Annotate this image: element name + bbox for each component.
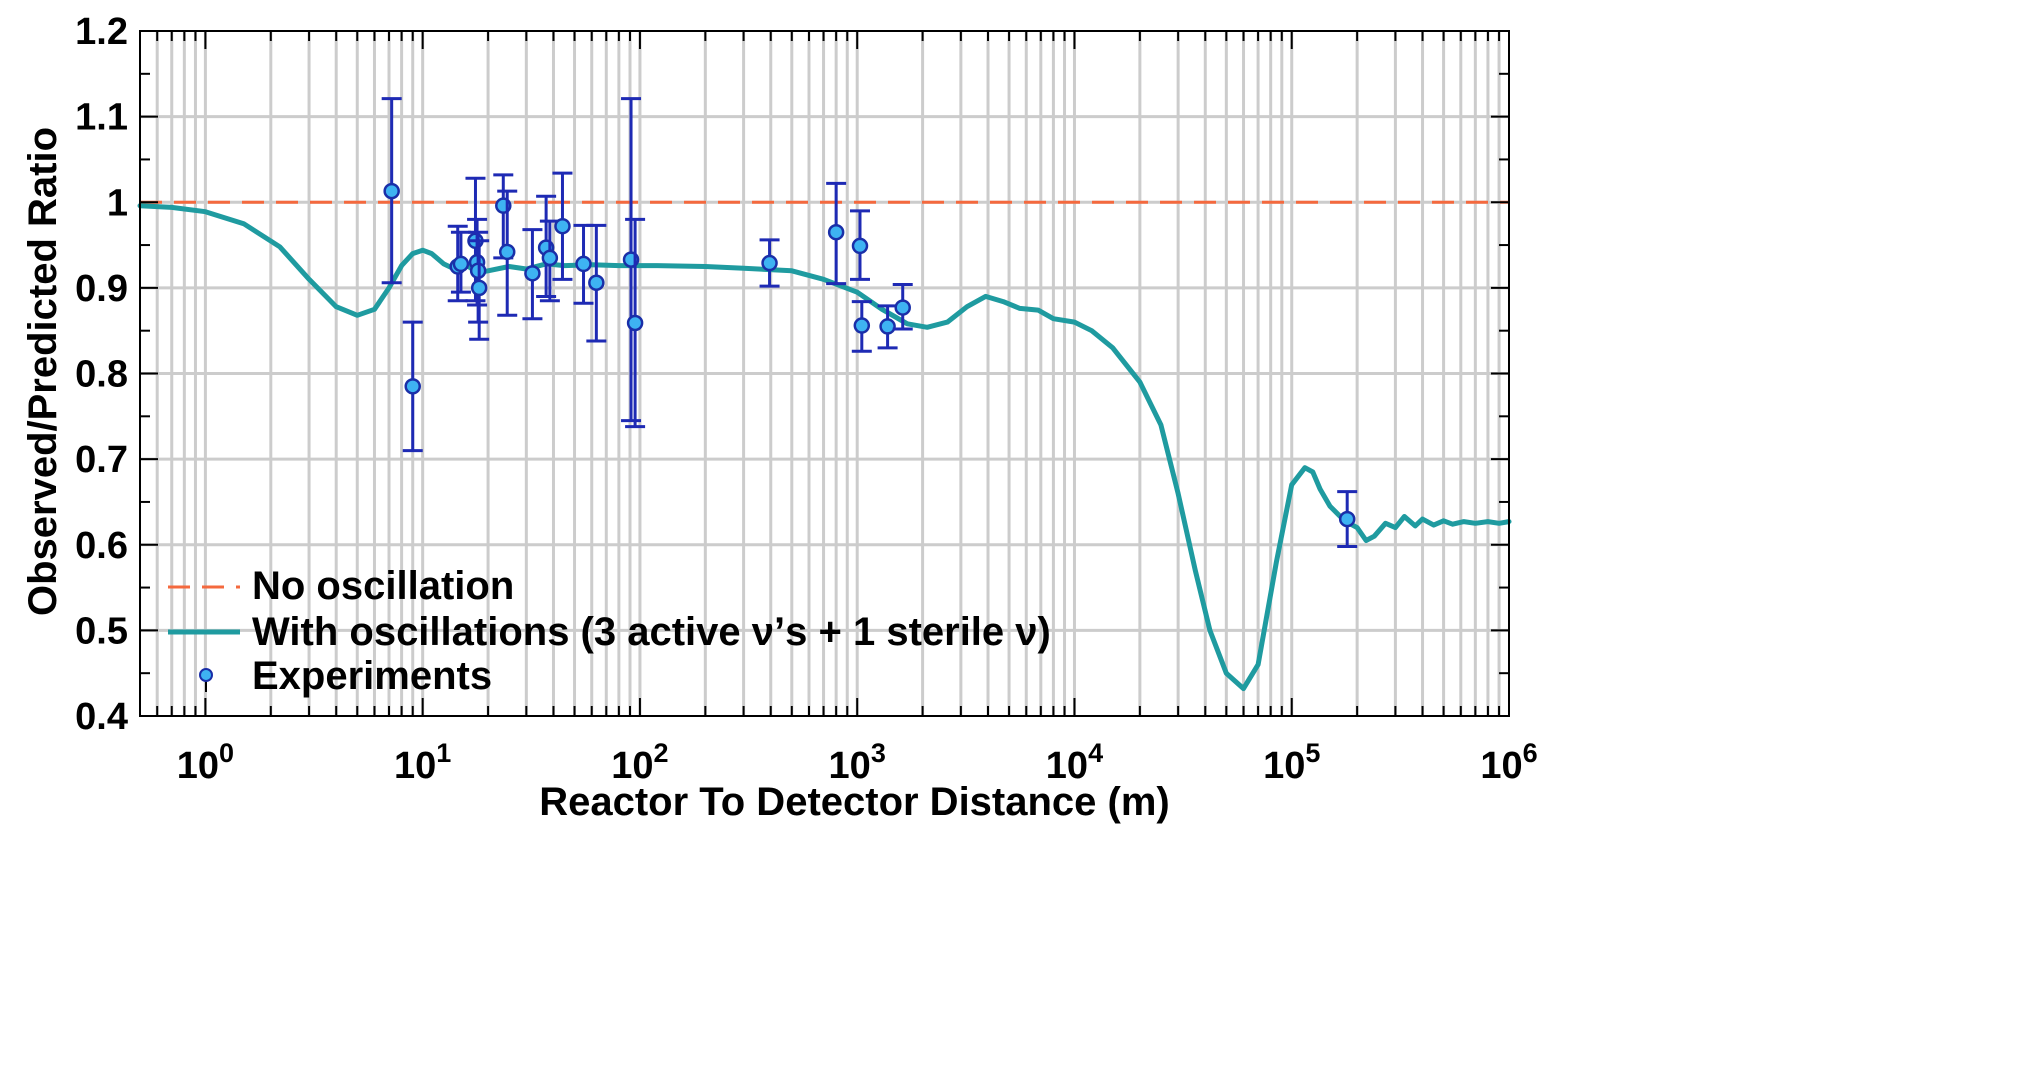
y-tick-label: 0.4 [75, 696, 128, 738]
experiment-marker [498, 243, 516, 261]
y-tick-label: 0.5 [75, 610, 128, 652]
experiment-point [892, 282, 913, 331]
experiment-marker [541, 249, 559, 267]
experiments-layer [381, 97, 1358, 548]
x-tick-label: 106 [1480, 738, 1537, 787]
experiment-marker [851, 237, 869, 255]
experiment-point [450, 230, 471, 294]
x-tick-label-base: 10 [1263, 745, 1305, 787]
x-tick-label-base: 10 [1046, 745, 1088, 787]
y-axis-title: Observed/Predicted Ratio [21, 127, 65, 616]
experiment-point [497, 189, 518, 317]
x-tick-label-exponent: 0 [219, 738, 234, 768]
experiment-point [402, 320, 423, 453]
experiment-point [381, 97, 402, 285]
x-tick-label-exponent: 5 [1305, 738, 1320, 768]
x-tick-label-base: 10 [611, 745, 653, 787]
x-tick-label-base: 10 [1480, 745, 1522, 787]
experiment-point [625, 217, 646, 429]
experiment-marker [588, 274, 605, 291]
legend-with-oscillations-label: With oscillations (3 active ν’s + 1 ster… [252, 610, 1051, 654]
x-tick-label: 103 [829, 738, 886, 787]
experiment-marker [383, 182, 400, 200]
x-tick-label-base: 10 [394, 745, 436, 787]
x-tick-label-exponent: 4 [1088, 738, 1103, 768]
y-tick-label: 1.1 [75, 97, 128, 139]
experiment-marker [452, 255, 470, 273]
experiment-marker [524, 265, 541, 282]
y-tick-label: 1.2 [75, 11, 128, 53]
x-tick-label: 104 [1046, 738, 1103, 787]
experiment-point [851, 300, 872, 353]
x-tick-label-exponent: 2 [654, 738, 669, 768]
experiment-point [1337, 490, 1358, 548]
y-tick-label: 0.8 [75, 354, 128, 396]
experiment-point [826, 181, 847, 286]
experiment-point [759, 238, 780, 288]
x-tick-label-exponent: 6 [1523, 738, 1538, 768]
experiment-marker [853, 317, 871, 334]
experiment-marker [575, 255, 592, 273]
y-tick-label: 0.7 [75, 439, 128, 481]
series-layer [137, 200, 1512, 692]
y-tick-label: 1 [107, 182, 128, 224]
x-tick-label: 100 [177, 738, 234, 787]
experiment-point [586, 223, 607, 343]
legend-no-oscillation-label: No oscillation [252, 564, 514, 608]
experiment-point [522, 228, 543, 321]
experiment-point [573, 223, 594, 305]
experiment-marker [879, 318, 896, 335]
experiment-point [469, 239, 490, 341]
axis-ticks [140, 30, 1509, 717]
x-axis-title: Reactor To Detector Distance (m) [539, 780, 1170, 824]
legend-experiments-marker [199, 668, 213, 682]
legend-experiments-label: Experiments [252, 654, 492, 698]
x-tick-label-base: 10 [829, 745, 871, 787]
x-tick-label: 101 [394, 738, 451, 787]
x-tick-label-exponent: 3 [871, 738, 886, 768]
experiment-marker [894, 299, 911, 316]
experiment-marker [761, 254, 778, 272]
experiment-marker [626, 314, 644, 332]
experiment-marker [404, 378, 421, 395]
with-oscillations-curve [137, 203, 1512, 692]
experiment-marker [554, 217, 571, 235]
experiment-point [849, 209, 870, 281]
y-tick-label: 0.9 [75, 268, 128, 310]
x-tick-label-base: 10 [177, 745, 219, 787]
experiment-point [877, 304, 898, 350]
legend: No oscillation With oscillations (3 acti… [168, 564, 1051, 698]
experiment-marker [827, 223, 845, 241]
x-tick-label: 105 [1263, 738, 1320, 787]
experiment-marker [1338, 510, 1356, 528]
y-tick-label: 0.6 [75, 525, 128, 567]
x-tick-label-exponent: 1 [436, 738, 451, 768]
experiment-marker [470, 279, 488, 297]
experiment-point [552, 171, 573, 281]
x-tick-label: 102 [611, 738, 668, 787]
